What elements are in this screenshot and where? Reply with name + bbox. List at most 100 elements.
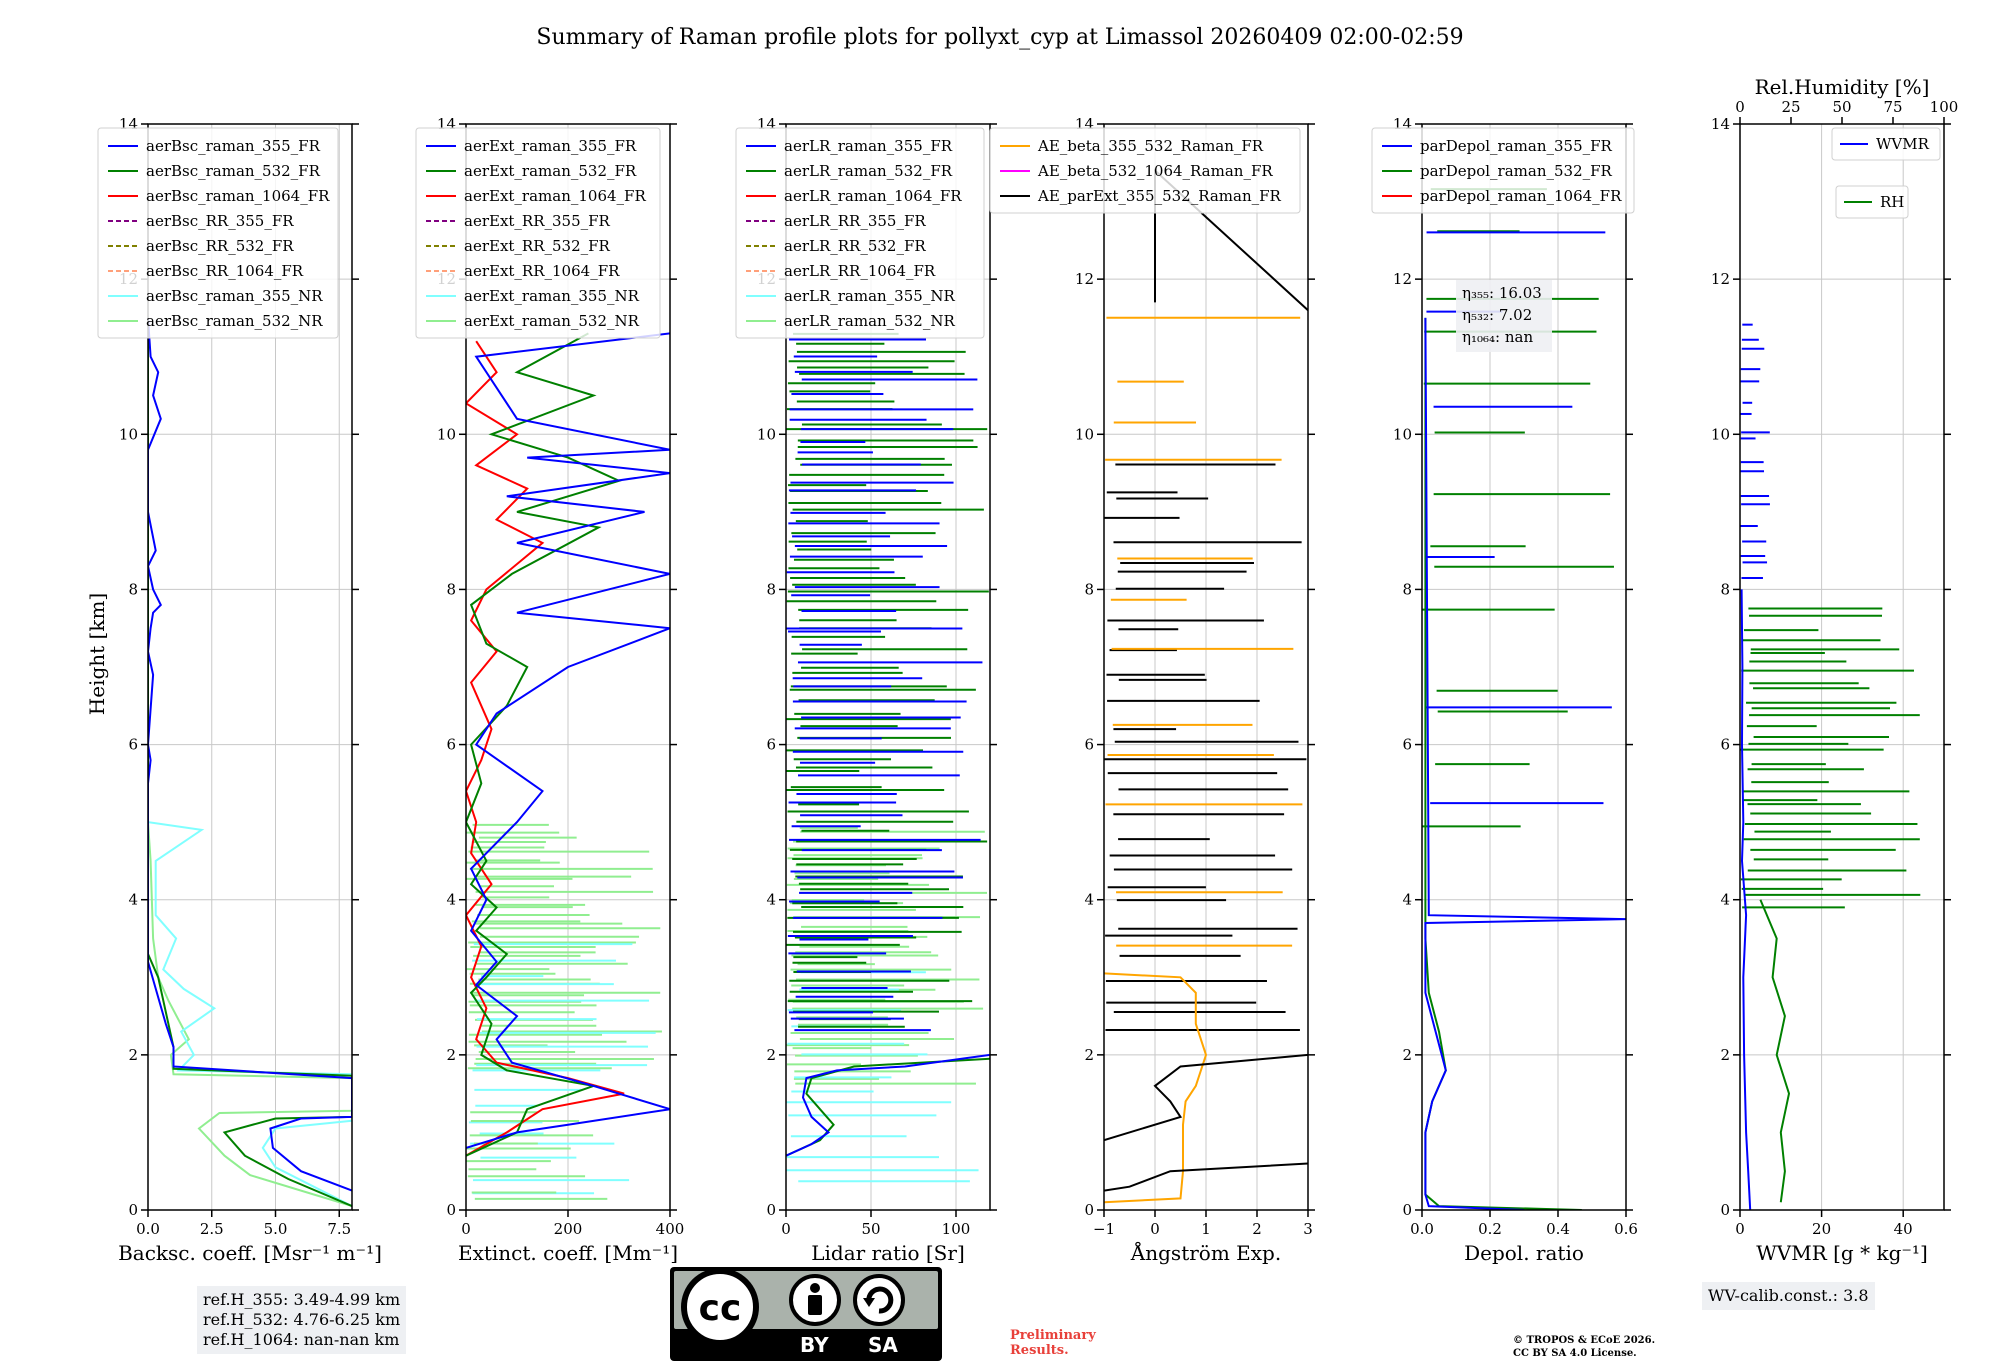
series-line-AE_parExt_355_532_Raman_FR [1104, 1053, 1308, 1142]
wv-calibration-box: WV-calib.const.: 3.8 [1702, 1282, 1875, 1310]
x-tick-label: 0.2 [1478, 1220, 1502, 1238]
y-tick-label: 6 [1084, 736, 1094, 754]
legend-entry: aerBsc_raman_1064_FR [146, 187, 330, 205]
x-tick-label: 1 [1201, 1220, 1211, 1238]
series-line-aerBsc_raman_532_FR [148, 317, 352, 1208]
panel-lr: 02468101214050100Lidar ratio [Sr]aerLR_r… [735, 115, 997, 1265]
series-line-AE_parExt_355_532_Raman_FR [1104, 1162, 1308, 1192]
y-tick-label: 4 [446, 891, 456, 909]
annotation-eta355: η₃₅₅: 16.03 [1462, 284, 1542, 302]
y-tick-label: 6 [1720, 736, 1730, 754]
legend-entry: parDepol_raman_355_FR [1420, 137, 1613, 155]
axes-frame [1739, 123, 1945, 1211]
ref-height-1064: ref.H_1064: nan-nan km [203, 1330, 400, 1349]
legend-entry: aerBsc_raman_532_FR [146, 162, 321, 180]
x-tick-label: 0.4 [1546, 1220, 1570, 1238]
plot-area-ae [1104, 168, 1308, 1204]
legend-entry: aerLR_raman_355_FR [784, 137, 953, 155]
sa-label: SA [868, 1333, 898, 1357]
legend-entry: aerExt_RR_1064_FR [464, 262, 620, 280]
sa-icon [853, 1274, 905, 1326]
legend-entry: aerBsc_RR_355_FR [146, 212, 294, 230]
x-tick-label: 0 [1735, 1220, 1745, 1238]
by-label: BY [800, 1333, 829, 1357]
y-tick-label: 10 [757, 425, 776, 443]
legend-box [989, 127, 1301, 214]
legend-dep: parDepol_raman_355_FR parDepol_raman_532_… [1371, 127, 1635, 214]
legend-entry: aerLR_RR_355_FR [784, 212, 926, 230]
x-tick-label: 20 [1812, 1220, 1831, 1238]
x-tick-label: 7.5 [327, 1220, 351, 1238]
legend-entry: aerExt_raman_532_NR [464, 312, 640, 330]
y-tick-label: 0 [446, 1201, 456, 1219]
legend-entry: aerBsc_raman_532_NR [146, 312, 323, 330]
y-tick-label: 6 [128, 736, 138, 754]
legend-entry: aerExt_RR_532_FR [464, 237, 611, 255]
y-tick-label: 8 [766, 580, 776, 598]
plot-area-lr [786, 332, 990, 1183]
x-tick-label: 0 [781, 1220, 791, 1238]
x-tick-label: 0.0 [136, 1220, 160, 1238]
x-tick-label: 100 [942, 1220, 971, 1238]
series-line-aerLR_raman_355_FR [786, 1053, 990, 1157]
preliminary-line-1: Preliminary [1010, 1328, 1096, 1343]
y-tick-label: 12 [1393, 270, 1412, 288]
legend-entry: aerExt_raman_532_FR [464, 162, 637, 180]
legend-entry: aerLR_raman_532_FR [784, 162, 953, 180]
y-tick-label: 10 [437, 425, 456, 443]
axes-frame [1421, 123, 1627, 1211]
ref-height-532: ref.H_532: 4.76-6.25 km [203, 1310, 401, 1329]
x-tick-label: 0.6 [1614, 1220, 1638, 1238]
y-tick-label: 2 [128, 1046, 138, 1064]
top-x-axis-label: Rel.Humidity [%] [1755, 75, 1930, 99]
legend-entry: RH [1880, 193, 1904, 211]
series-line-AE_beta_355_532_Raman_FR [1104, 972, 1208, 1204]
y-tick-label: 4 [1720, 891, 1730, 909]
y-tick-label: 8 [1720, 580, 1730, 598]
annotation-eta1064: η₁₀₆₄: nan [1462, 328, 1533, 346]
preliminary-line-2: Results. [1010, 1343, 1069, 1358]
y-tick-label: 4 [128, 891, 138, 909]
legend-entry: aerLR_raman_1064_FR [784, 187, 962, 205]
x-tick-label: 400 [656, 1220, 685, 1238]
legend-box [735, 127, 985, 339]
annotation-box [1456, 280, 1552, 352]
x-axis-label-dep: Depol. ratio [1464, 1241, 1584, 1265]
series-line-aerExt_raman_1064_FR [466, 340, 625, 1157]
legend-entry: aerLR_RR_1064_FR [784, 262, 936, 280]
legend-wv: WVMR RH [1831, 127, 1941, 219]
ref-height-355: ref.H_355: 3.49-4.99 km [203, 1290, 401, 1309]
top-x-tick-label: 100 [1930, 98, 1959, 116]
plot-area-wv [1740, 323, 1921, 1210]
top-x-tick-label: 75 [1883, 98, 1902, 116]
legend-entry: aerExt_RR_355_FR [464, 212, 611, 230]
series-line-aerBsc_raman_355_NR [148, 821, 352, 1207]
y-tick-label: 2 [1084, 1046, 1094, 1064]
legend-entry: aerExt_raman_1064_FR [464, 187, 646, 205]
x-axis-label-bsc: Backsc. coeff. [Msr⁻¹ m⁻¹] [118, 1241, 382, 1265]
panel-wv: 0 2 4 6 8 10 12 14 0 20 40 WVMR [g * kg⁻¹] 0 25 50 75 10… [1711, 75, 1958, 1265]
legend-entry: aerBsc_raman_355_FR [146, 137, 321, 155]
series-line-aerBsc_raman_532_NR [148, 822, 352, 1208]
plot-area-bsc [148, 317, 352, 1208]
x-axis-label-wv: WVMR [g * kg⁻¹] [1756, 1241, 1928, 1265]
y-tick-label: 12 [1075, 270, 1094, 288]
y-tick-label: 10 [1711, 425, 1730, 443]
x-tick-label: 50 [861, 1220, 880, 1238]
legend-entry: aerLR_raman_532_NR [784, 312, 955, 330]
copyright-note: © TROPOS & ECoE 2026. CC BY SA 4.0 Licen… [1513, 1334, 1713, 1360]
y-tick-label: 4 [766, 891, 776, 909]
y-tick-label: 6 [446, 736, 456, 754]
x-tick-label: 0 [1150, 1220, 1160, 1238]
x-tick-label: 40 [1894, 1220, 1913, 1238]
x-tick-label: 0 [461, 1220, 471, 1238]
y-tick-label: 10 [119, 425, 138, 443]
y-tick-label: 8 [446, 580, 456, 598]
legend-bsc: aerBsc_raman_355_FR aerBsc_raman_532_FRae… [97, 127, 339, 339]
panel-ext: 024681012140200400Extinct. coeff. [Mm⁻¹]… [415, 115, 685, 1265]
y-tick-label: 2 [1402, 1046, 1412, 1064]
reference-heights-box: ref.H_355: 3.49-4.99 km ref.H_532: 4.76-… [197, 1286, 407, 1354]
y-tick-label: 10 [1075, 425, 1094, 443]
